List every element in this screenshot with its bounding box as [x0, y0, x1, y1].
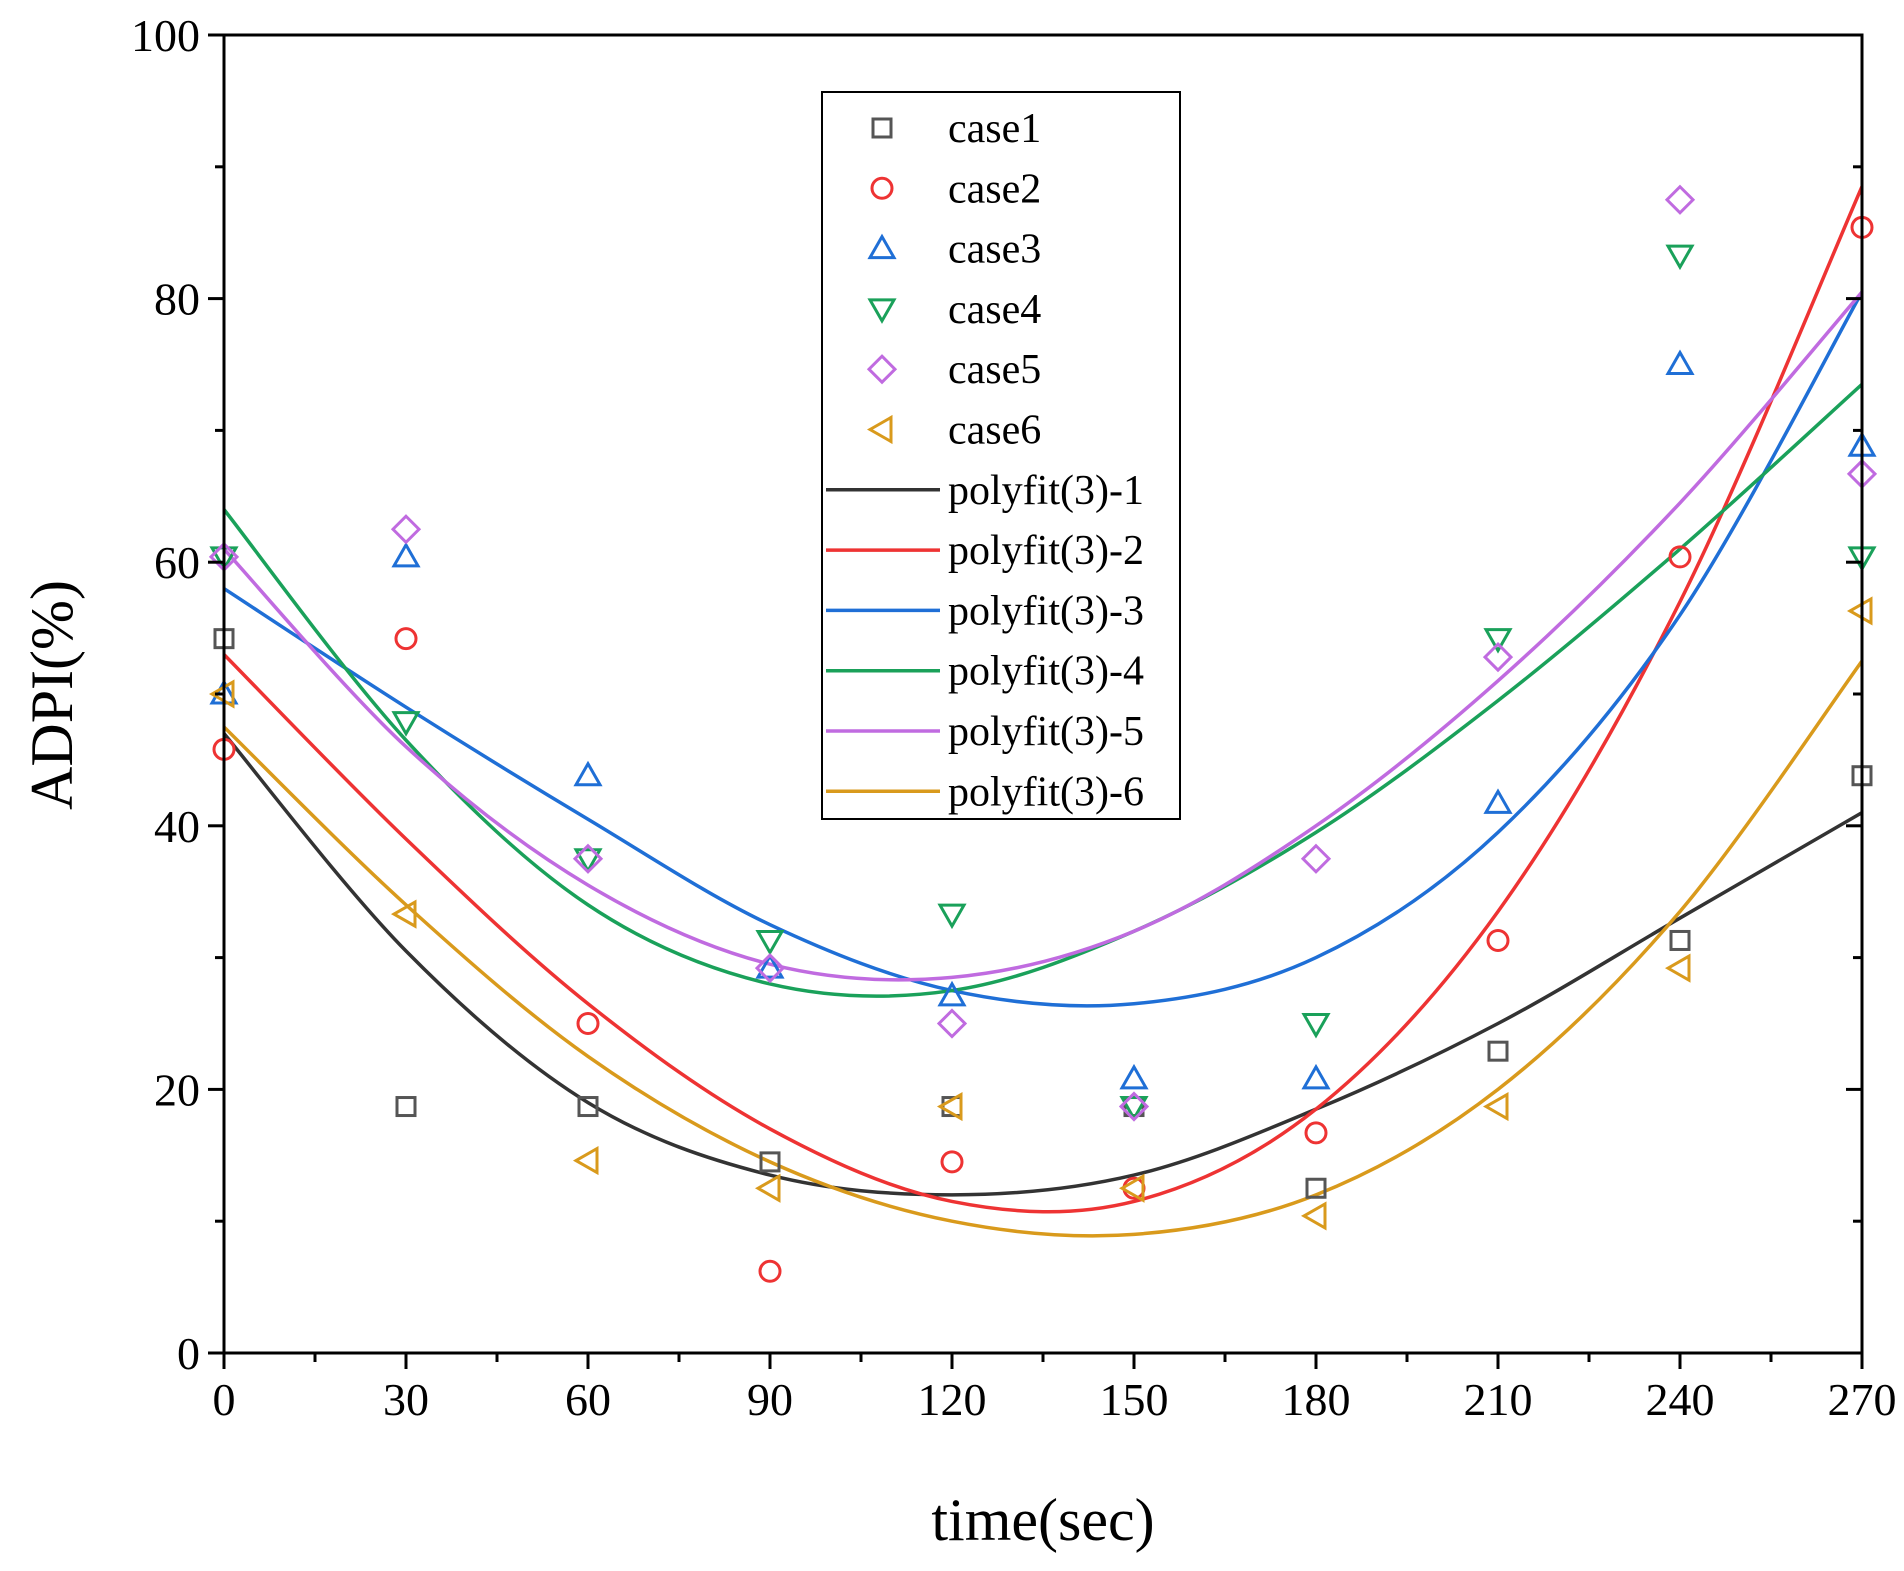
- fit-line-1: [224, 732, 1862, 1197]
- marker-case1: [1487, 1040, 1509, 1062]
- marker-case4: [1483, 628, 1513, 654]
- marker-case4: [391, 711, 421, 737]
- x-tick-label: 180: [1282, 1374, 1351, 1425]
- x-tick-label: 240: [1646, 1374, 1715, 1425]
- marker-case5: [1300, 843, 1332, 874]
- marker-case5: [1118, 1091, 1150, 1122]
- marker-case6: [390, 899, 417, 929]
- x-tick-label: 150: [1100, 1374, 1169, 1425]
- y-tick-label: 40: [154, 801, 200, 852]
- marker-case3: [755, 953, 785, 979]
- marker-case6: [1482, 1091, 1509, 1122]
- legend-label: case3: [948, 227, 1041, 273]
- marker-case2: [940, 1150, 964, 1174]
- legend-label: polyfit(3)-1: [948, 468, 1144, 514]
- legend-label: case5: [948, 347, 1041, 393]
- x-tick-label: 60: [565, 1374, 611, 1425]
- y-tick-label: 20: [154, 1064, 200, 1115]
- marker-case1: [395, 1096, 417, 1118]
- legend-marker-case6: [866, 414, 893, 445]
- marker-case5: [936, 1008, 968, 1039]
- marker-case5: [572, 843, 604, 874]
- x-tick-label: 120: [918, 1374, 987, 1425]
- marker-case5: [1482, 641, 1514, 673]
- legend-marker-case3: [867, 233, 897, 260]
- legend-marker-case5: [866, 354, 898, 385]
- x-tick-label: 210: [1464, 1374, 1533, 1425]
- marker-case1: [759, 1151, 781, 1173]
- marker-case6: [572, 1145, 599, 1176]
- marker-case3: [1301, 1063, 1331, 1090]
- marker-case4: [755, 929, 785, 956]
- legend-label: case1: [948, 106, 1041, 152]
- legend-marker-case2: [870, 176, 894, 200]
- marker-case6: [1300, 1201, 1327, 1231]
- y-axis-title: ADPI(%): [19, 580, 85, 810]
- marker-case5: [754, 953, 786, 984]
- legend-label: polyfit(3)-3: [948, 588, 1144, 634]
- marker-case2: [576, 1012, 600, 1035]
- marker-case3: [1119, 1063, 1149, 1090]
- axis-ticks: [208, 33, 1864, 1369]
- y-axis-tick-labels: 0 20 40 60 80 100: [131, 10, 200, 1379]
- marker-case6: [936, 1091, 963, 1122]
- marker-case4: [937, 903, 967, 930]
- marker-case3: [1483, 788, 1513, 814]
- marker-case1: [1669, 929, 1691, 951]
- marker-case3: [391, 541, 421, 568]
- legend-items: case1 case2 case3 case4 case5 case6 polyfit(3)…: [826, 106, 1144, 815]
- x-axis-tick-labels: 0 30 60 90 120 150 180 210 240 270: [213, 1374, 1897, 1425]
- marker-case3: [1665, 349, 1695, 375]
- marker-case3: [573, 760, 603, 787]
- marker-case2: [1486, 928, 1510, 952]
- marker-case5: [390, 514, 422, 545]
- marker-case4: [1119, 1096, 1149, 1122]
- legend-label: polyfit(3)-4: [948, 649, 1144, 695]
- marker-case4: [1665, 244, 1695, 271]
- y-tick-label: 100: [131, 10, 200, 61]
- legend-marker-case1: [871, 117, 893, 139]
- x-tick-label: 0: [213, 1374, 236, 1425]
- fit-curves: [224, 185, 1862, 1238]
- legend: case1 case2 case3 case4 case5 case6 polyfit(3)…: [821, 91, 1181, 820]
- fit-line-5: [224, 290, 1862, 982]
- x-tick-label: 270: [1828, 1374, 1897, 1425]
- marker-case2: [1668, 545, 1692, 569]
- marker-case4: [573, 848, 603, 874]
- legend-label: polyfit(3)-2: [948, 528, 1144, 574]
- legend-label: polyfit(3)-6: [948, 769, 1144, 815]
- marker-case1: [577, 1096, 599, 1118]
- marker-case2: [758, 1259, 782, 1283]
- fit-line-3: [224, 291, 1862, 1008]
- marker-case3: [937, 980, 967, 1007]
- fit-line-6: [224, 660, 1862, 1238]
- marker-case2: [394, 627, 418, 651]
- marker-case6: [754, 1173, 781, 1203]
- marker-case2: [1304, 1121, 1328, 1145]
- legend-label: polyfit(3)-5: [948, 709, 1144, 755]
- legend-marker-case4: [867, 298, 897, 324]
- legend-box: [821, 91, 1181, 820]
- marker-case1: [1305, 1177, 1327, 1199]
- x-tick-label: 30: [383, 1374, 429, 1425]
- marker-case6: [1118, 1173, 1145, 1203]
- y-tick-label: 80: [154, 274, 200, 325]
- marker-case6: [1664, 953, 1691, 983]
- y-tick-label: 60: [154, 537, 200, 588]
- x-tick-label: 90: [747, 1374, 793, 1425]
- y-tick-label: 0: [177, 1328, 200, 1379]
- legend-label: case6: [948, 408, 1041, 454]
- legend-label: case4: [948, 287, 1041, 333]
- marker-case5: [1664, 184, 1696, 215]
- fit-line-4: [224, 382, 1862, 998]
- legend-label: case2: [948, 166, 1041, 212]
- marker-case4: [1301, 1013, 1331, 1039]
- data-markers: [208, 184, 1878, 1283]
- x-axis-title: time(sec): [931, 1487, 1154, 1553]
